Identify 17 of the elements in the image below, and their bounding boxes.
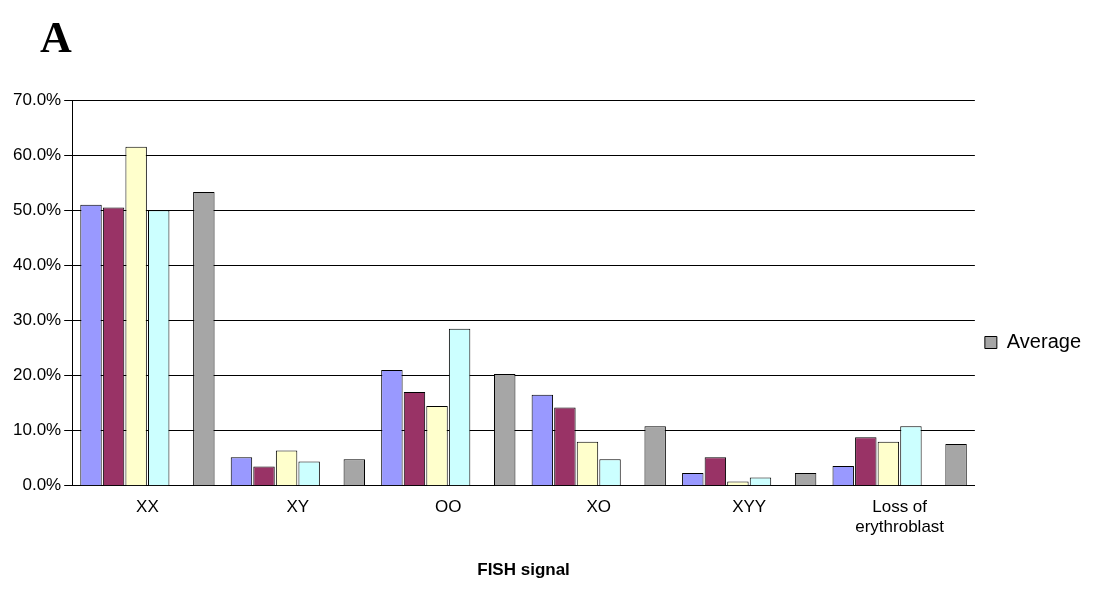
x-tick-label: XX: [136, 496, 159, 516]
x-axis-title: FISH signal: [477, 560, 570, 580]
y-tick-label: 60.0%: [13, 144, 62, 164]
x-tick-label: OO: [435, 496, 462, 516]
x-tick-label: XYY: [732, 496, 767, 516]
y-tick-label: 40.0%: [13, 255, 62, 275]
y-tick-label: 10.0%: [13, 420, 62, 440]
x-tick-label: Loss of erythroblast: [855, 496, 945, 537]
chart-title: A: [40, 12, 72, 63]
x-tick-label: XO: [586, 496, 612, 516]
y-tick-label: 30.0%: [13, 310, 62, 330]
y-tick-label: 70.0%: [13, 89, 62, 109]
legend-label: Average: [1006, 330, 1082, 353]
y-tick-label: 50.0%: [13, 199, 62, 219]
y-tick-label: 0.0%: [22, 475, 62, 495]
y-tick-label: 20.0%: [13, 365, 62, 385]
x-tick-label: XY: [286, 496, 310, 516]
